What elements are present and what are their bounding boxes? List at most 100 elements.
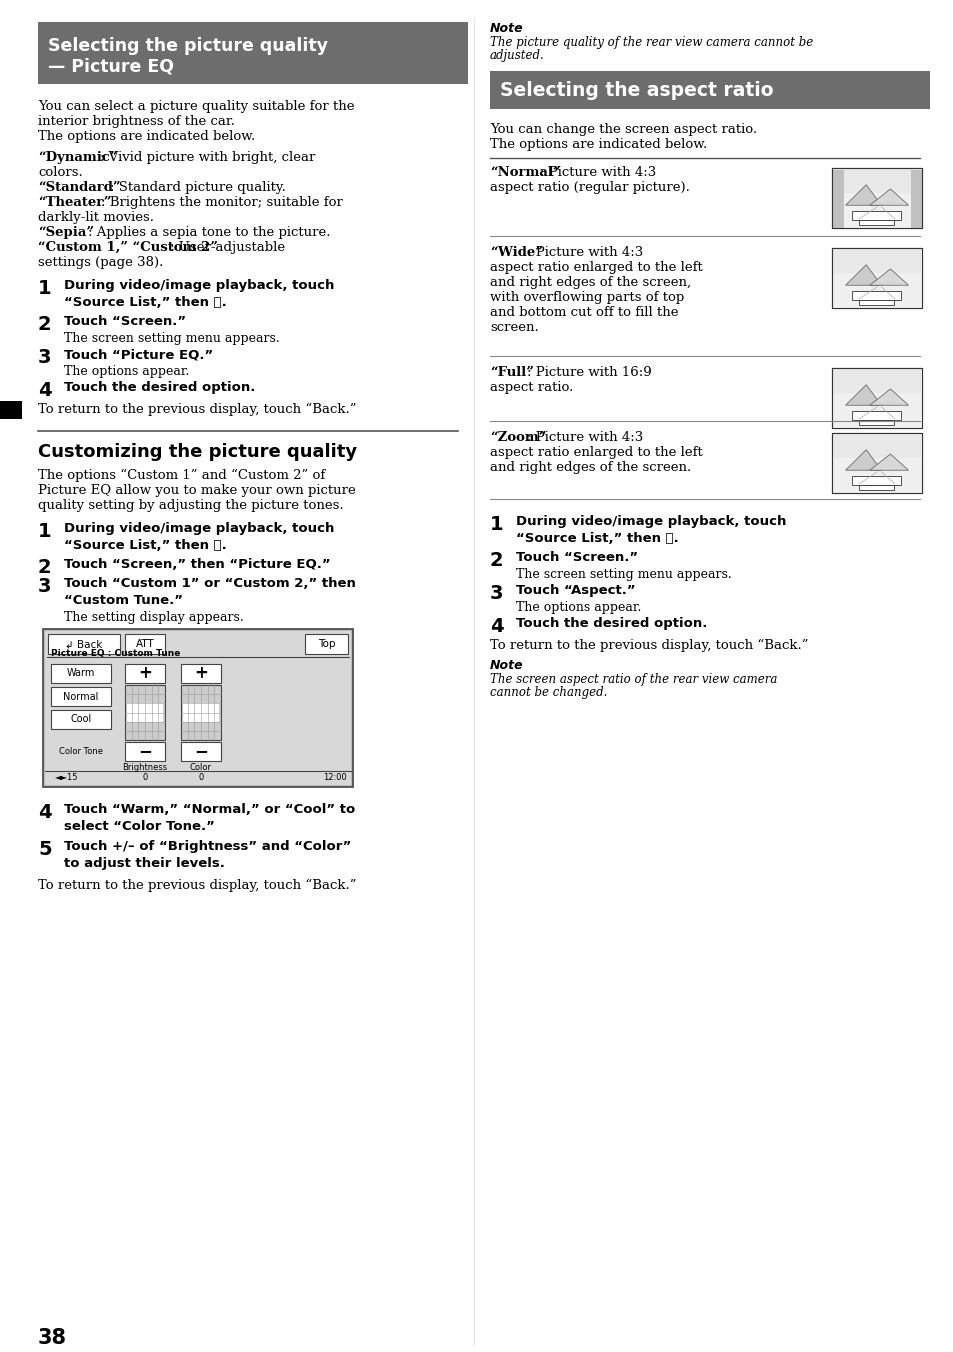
Text: 3: 3 bbox=[38, 577, 51, 596]
Bar bbox=[48, 634, 120, 654]
Bar bbox=[832, 170, 842, 228]
Text: quality setting by adjusting the picture tones.: quality setting by adjusting the picture… bbox=[38, 499, 343, 512]
Text: Cool: Cool bbox=[71, 714, 91, 725]
Text: Touch “Screen.”: Touch “Screen.” bbox=[516, 552, 638, 564]
Text: The options are indicated below.: The options are indicated below. bbox=[38, 130, 255, 143]
Polygon shape bbox=[844, 450, 881, 470]
Bar bbox=[851, 291, 901, 300]
Polygon shape bbox=[844, 185, 881, 206]
Text: screen.: screen. bbox=[490, 320, 538, 334]
Bar bbox=[51, 664, 111, 683]
Text: The picture quality of the rear view camera cannot be: The picture quality of the rear view cam… bbox=[490, 37, 812, 49]
Text: 1: 1 bbox=[38, 522, 51, 541]
Text: 4: 4 bbox=[490, 617, 503, 635]
Text: : Picture with 16:9: : Picture with 16:9 bbox=[527, 366, 651, 379]
Text: ◄►15: ◄►15 bbox=[55, 773, 78, 781]
Text: : Applies a sepia tone to the picture.: : Applies a sepia tone to the picture. bbox=[88, 226, 330, 239]
Text: 4: 4 bbox=[38, 803, 51, 822]
Text: “Dynamic”: “Dynamic” bbox=[38, 151, 117, 164]
Bar bbox=[832, 247, 920, 273]
Bar bbox=[43, 629, 353, 787]
Bar bbox=[183, 703, 219, 722]
Bar bbox=[832, 368, 920, 393]
Bar bbox=[851, 411, 901, 419]
Text: and bottom cut off to fill the: and bottom cut off to fill the bbox=[490, 306, 678, 319]
Bar bbox=[181, 685, 221, 740]
Bar bbox=[831, 168, 921, 228]
Text: Normal: Normal bbox=[63, 691, 98, 702]
Bar bbox=[45, 631, 351, 786]
Text: Note: Note bbox=[490, 658, 523, 672]
Text: Color
0: Color 0 bbox=[190, 763, 212, 783]
Bar bbox=[490, 72, 929, 110]
Text: 2: 2 bbox=[490, 552, 503, 571]
Bar bbox=[51, 687, 111, 706]
Bar bbox=[859, 219, 893, 226]
Text: : Picture with 4:3: : Picture with 4:3 bbox=[527, 246, 642, 260]
Bar bbox=[831, 247, 921, 308]
Text: 5: 5 bbox=[38, 840, 51, 859]
Text: “Normal”: “Normal” bbox=[490, 166, 560, 178]
Text: Top: Top bbox=[318, 639, 335, 649]
Text: 12:00: 12:00 bbox=[323, 773, 347, 781]
Text: The options “Custom 1” and “Custom 2” of: The options “Custom 1” and “Custom 2” of bbox=[38, 469, 325, 483]
Text: aspect ratio enlarged to the left: aspect ratio enlarged to the left bbox=[490, 261, 702, 274]
Bar bbox=[127, 703, 163, 722]
Text: 4: 4 bbox=[38, 381, 51, 400]
Bar bbox=[181, 664, 221, 683]
Text: Touch “Screen.”: Touch “Screen.” bbox=[64, 315, 186, 329]
Text: “Full”: “Full” bbox=[490, 366, 534, 379]
Text: : Picture with 4:3: : Picture with 4:3 bbox=[539, 166, 655, 178]
Bar bbox=[831, 433, 921, 493]
Text: and right edges of the screen.: and right edges of the screen. bbox=[490, 461, 691, 475]
Text: colors.: colors. bbox=[38, 166, 83, 178]
Text: 2: 2 bbox=[38, 558, 51, 577]
Text: Touch +/– of “Brightness” and “Color”: Touch +/– of “Brightness” and “Color” bbox=[64, 840, 351, 853]
Text: : Picture with 4:3: : Picture with 4:3 bbox=[527, 431, 642, 443]
Text: : User-adjustable: : User-adjustable bbox=[170, 241, 285, 254]
Polygon shape bbox=[844, 265, 881, 285]
Text: Customizing the picture quality: Customizing the picture quality bbox=[38, 443, 356, 461]
Text: Touch “Aspect.”: Touch “Aspect.” bbox=[516, 584, 635, 598]
Text: 1: 1 bbox=[38, 279, 51, 297]
Text: settings (page 38).: settings (page 38). bbox=[38, 256, 163, 269]
Text: Selecting the picture quality: Selecting the picture quality bbox=[48, 37, 328, 54]
Text: : Brightens the monitor; suitable for: : Brightens the monitor; suitable for bbox=[101, 196, 342, 210]
Bar bbox=[832, 393, 920, 429]
Text: The screen setting menu appears.: The screen setting menu appears. bbox=[64, 333, 279, 345]
Text: select “Color Tone.”: select “Color Tone.” bbox=[64, 821, 214, 833]
Bar bbox=[125, 742, 165, 761]
Text: with overflowing parts of top: with overflowing parts of top bbox=[490, 291, 683, 304]
Text: Touch “Picture EQ.”: Touch “Picture EQ.” bbox=[64, 347, 213, 361]
Bar bbox=[910, 170, 921, 228]
Text: The options appear.: The options appear. bbox=[516, 602, 640, 614]
Text: 1: 1 bbox=[490, 515, 503, 534]
Bar bbox=[832, 458, 920, 493]
Bar bbox=[831, 368, 921, 429]
Bar bbox=[38, 22, 468, 84]
Polygon shape bbox=[844, 385, 881, 406]
Bar bbox=[0, 402, 22, 419]
Text: During video/image playback, touch: During video/image playback, touch bbox=[516, 515, 785, 529]
Bar bbox=[832, 433, 920, 458]
Polygon shape bbox=[869, 189, 907, 206]
Bar bbox=[832, 168, 920, 193]
Text: cannot be changed.: cannot be changed. bbox=[490, 685, 607, 699]
Text: ↲ Back: ↲ Back bbox=[65, 639, 103, 649]
Text: Touch “Custom 1” or “Custom 2,” then: Touch “Custom 1” or “Custom 2,” then bbox=[64, 577, 355, 589]
Bar bbox=[851, 211, 901, 219]
Text: “Source List,” then ⓪.: “Source List,” then ⓪. bbox=[516, 531, 678, 545]
Text: “Zoom”: “Zoom” bbox=[490, 431, 546, 443]
Text: “Source List,” then ⓪.: “Source List,” then ⓪. bbox=[64, 539, 227, 552]
Text: darkly-lit movies.: darkly-lit movies. bbox=[38, 211, 153, 224]
Text: 3: 3 bbox=[490, 584, 503, 603]
Polygon shape bbox=[869, 389, 907, 406]
Text: “Custom Tune.”: “Custom Tune.” bbox=[64, 594, 183, 607]
Text: : Vivid picture with bright, clear: : Vivid picture with bright, clear bbox=[100, 151, 315, 164]
Text: “Wide”: “Wide” bbox=[490, 246, 542, 260]
Text: ATT: ATT bbox=[135, 639, 154, 649]
Text: The screen setting menu appears.: The screen setting menu appears. bbox=[516, 568, 731, 581]
Text: You can select a picture quality suitable for the: You can select a picture quality suitabl… bbox=[38, 100, 355, 114]
Text: To return to the previous display, touch “Back.”: To return to the previous display, touch… bbox=[490, 639, 807, 652]
Bar bbox=[832, 273, 920, 308]
